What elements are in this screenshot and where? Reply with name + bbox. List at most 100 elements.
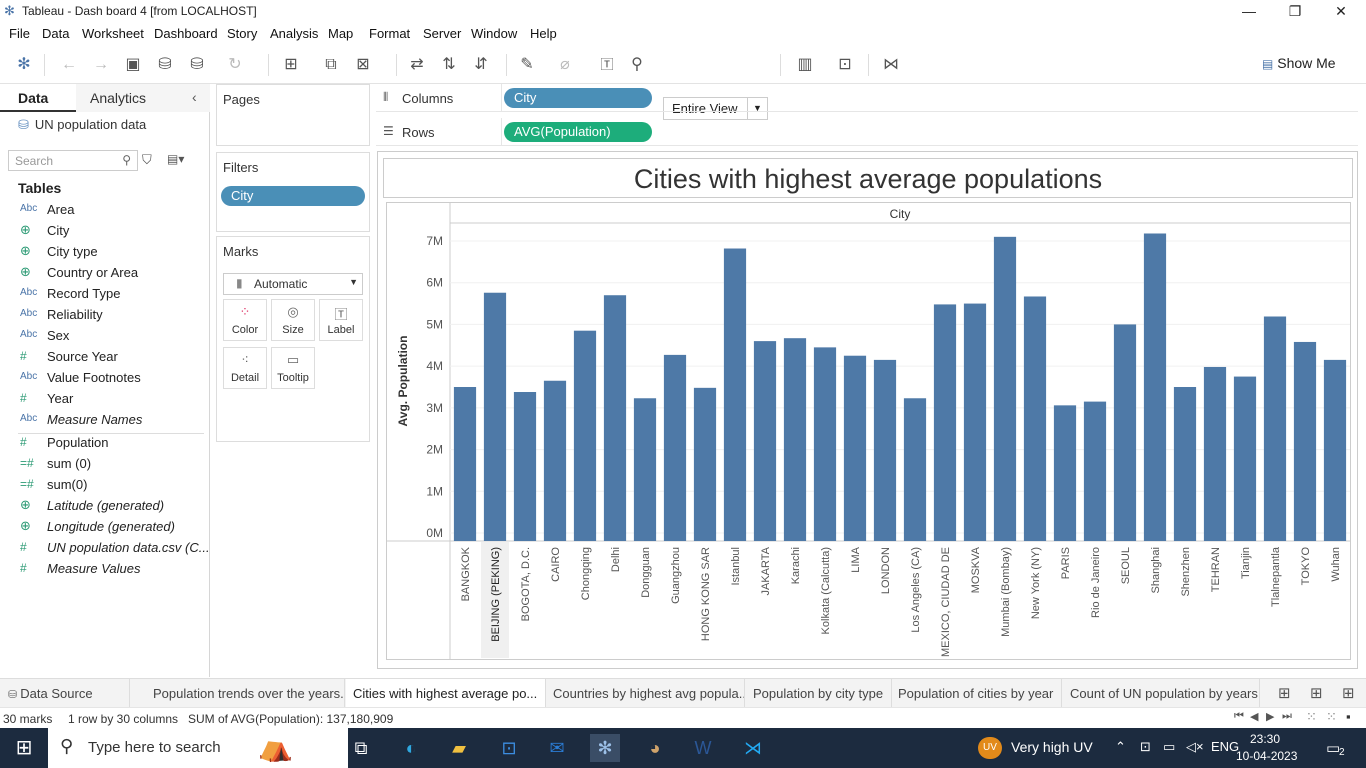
- menu-help[interactable]: Help: [530, 26, 557, 41]
- clock-time[interactable]: 23:30: [1250, 732, 1281, 746]
- marks-size-button[interactable]: ◎ Size: [271, 299, 315, 341]
- windows-start-icon[interactable]: ⊞: [15, 737, 33, 759]
- tab-analytics[interactable]: Analytics: [76, 84, 210, 112]
- collapse-pane-icon[interactable]: ‹: [192, 89, 197, 105]
- network-icon[interactable]: ▭: [1163, 739, 1176, 754]
- redo-icon[interactable]: →: [93, 56, 109, 73]
- view-options-icon[interactable]: ▤▾: [167, 152, 185, 166]
- sort-ascending-icon[interactable]: ⇅: [442, 56, 456, 73]
- sheet-tab[interactable]: Count of UN population by years: [1062, 679, 1260, 707]
- fit-view-select[interactable]: Entire View ▼: [663, 97, 768, 120]
- sort-descending-icon[interactable]: ⇵: [474, 56, 488, 73]
- rows-shelf[interactable]: ☰ Rows AVG(Population): [376, 118, 1358, 146]
- menu-server[interactable]: Server: [423, 26, 462, 41]
- group-members-icon[interactable]: ⌀: [560, 56, 570, 73]
- volume-muted-icon[interactable]: ◁×: [1186, 739, 1204, 754]
- field-item[interactable]: Abc Area: [0, 201, 208, 221]
- paint-icon[interactable]: ◕: [649, 738, 661, 758]
- tableau-taskbar-icon[interactable]: ✻: [590, 734, 620, 762]
- menu-data[interactable]: Data: [42, 26, 70, 41]
- field-item[interactable]: =# sum (0): [0, 455, 208, 475]
- field-item[interactable]: ⊕ Latitude (generated): [0, 497, 208, 517]
- field-item[interactable]: Abc Measure Names: [0, 411, 208, 431]
- file-explorer-icon[interactable]: ▰: [452, 738, 466, 758]
- language-indicator[interactable]: ENG: [1211, 739, 1240, 754]
- minimize-button[interactable]: —: [1242, 3, 1256, 19]
- field-search-input[interactable]: Search ⚲: [8, 150, 138, 171]
- task-view-icon[interactable]: ⧉: [354, 738, 368, 758]
- first-sheet-icon[interactable]: ⏮: [1234, 710, 1244, 722]
- menu-file[interactable]: File: [9, 26, 30, 41]
- duplicate-sheet-icon[interactable]: ⧉: [325, 56, 337, 73]
- clear-sheet-icon[interactable]: ⊠: [356, 56, 370, 73]
- show-labels-icon[interactable]: 🅃: [600, 57, 614, 72]
- show-sheet-sorter-icon[interactable]: ⁙: [1326, 709, 1337, 724]
- notification-icon[interactable]: ▭: [1326, 740, 1341, 757]
- sheet-tab[interactable]: Countries by highest avg popula...: [547, 679, 745, 707]
- pause-updates-icon[interactable]: ⛁: [190, 56, 204, 73]
- field-item[interactable]: ⊕ City type: [0, 243, 208, 263]
- menu-story[interactable]: Story: [227, 26, 258, 41]
- tab-data[interactable]: Data: [0, 84, 76, 112]
- field-item[interactable]: # Year: [0, 390, 208, 410]
- prev-sheet-icon[interactable]: ◀: [1250, 711, 1259, 723]
- marks-label-button[interactable]: 🅃 Label: [319, 299, 363, 341]
- word-icon[interactable]: W: [694, 738, 712, 758]
- sheet-tab[interactable]: Population by city type: [746, 679, 892, 707]
- sheet-tab[interactable]: Population of cities by year: [892, 679, 1062, 707]
- field-item[interactable]: =# sum(0): [0, 476, 208, 496]
- marks-detail-button[interactable]: ⁖ Detail: [223, 347, 267, 389]
- last-sheet-icon[interactable]: ⏭: [1282, 710, 1292, 722]
- tableau-logo-icon[interactable]: ✻: [17, 56, 31, 73]
- field-item[interactable]: ⊕ Longitude (generated): [0, 518, 208, 538]
- maximize-button[interactable]: ❐: [1288, 3, 1302, 19]
- show-hidden-icons-icon[interactable]: ⌃: [1115, 739, 1126, 754]
- fix-axes-icon[interactable]: ⚲: [631, 56, 643, 73]
- next-sheet-icon[interactable]: ▶: [1266, 711, 1275, 723]
- close-button[interactable]: ✕: [1335, 3, 1347, 19]
- menu-format[interactable]: Format: [369, 26, 411, 41]
- show-me-button[interactable]: ▤ Show Me: [1262, 55, 1336, 71]
- sheet-tab[interactable]: Population trends over the years...: [145, 679, 345, 707]
- pages-card[interactable]: Pages: [216, 84, 370, 146]
- weather-text[interactable]: Very high UV: [1011, 739, 1093, 755]
- bar-chart[interactable]: City 0M 1M 2M 3M 4M 5M 6M 7M Avg. Population BANGK…: [386, 202, 1351, 660]
- clock-date[interactable]: 10-04-2023: [1236, 749, 1298, 763]
- data-source-item[interactable]: ⛁ UN population data: [18, 117, 146, 133]
- undo-icon[interactable]: ←: [61, 56, 77, 73]
- new-worksheet-icon[interactable]: ⊞: [284, 56, 298, 73]
- field-item[interactable]: # Measure Values: [0, 560, 208, 580]
- mark-type-select[interactable]: ▮ Automatic ▼: [223, 273, 363, 295]
- field-item[interactable]: Abc Sex: [0, 327, 208, 347]
- filters-card[interactable]: Filters City: [216, 152, 370, 232]
- filter-pill-city[interactable]: City: [221, 186, 365, 206]
- swap-rows-columns-icon[interactable]: ⇄: [410, 56, 424, 73]
- field-item[interactable]: # UN population data.csv (C...: [0, 539, 210, 559]
- columns-pill-city[interactable]: City: [504, 88, 652, 108]
- mail-icon[interactable]: ✉: [549, 738, 565, 758]
- vscode-icon[interactable]: ⋊: [744, 738, 762, 758]
- field-item[interactable]: Abc Reliability: [0, 306, 208, 326]
- chart-title[interactable]: Cities with highest average populations: [383, 158, 1353, 198]
- field-item[interactable]: # Source Year: [0, 348, 208, 368]
- presentation-mode-icon[interactable]: ⊡: [838, 56, 852, 73]
- new-story-icon[interactable]: ⊞: [1342, 685, 1355, 702]
- show-cards-icon[interactable]: ▥: [797, 56, 813, 73]
- new-dashboard-icon[interactable]: ⊞: [1310, 685, 1323, 702]
- save-icon[interactable]: ▣: [125, 56, 141, 73]
- marks-color-button[interactable]: ⁘ Color: [223, 299, 267, 341]
- menu-analysis[interactable]: Analysis: [270, 26, 319, 41]
- filter-fields-icon[interactable]: ⛉: [142, 152, 152, 167]
- menu-worksheet[interactable]: Worksheet: [82, 26, 144, 41]
- new-worksheet-icon[interactable]: ⊞: [1278, 685, 1291, 702]
- highlight-icon[interactable]: ✎: [520, 56, 534, 73]
- columns-shelf[interactable]: ⦀ Columns City: [376, 84, 1358, 112]
- show-tabs-icon[interactable]: ▪: [1346, 709, 1351, 724]
- field-item[interactable]: Abc Value Footnotes: [0, 369, 208, 389]
- marks-tooltip-button[interactable]: ▭ Tooltip: [271, 347, 315, 389]
- field-item[interactable]: ⊕ Country or Area: [0, 264, 208, 284]
- edge-icon[interactable]: ◐: [405, 738, 417, 758]
- store-icon[interactable]: ⊡: [501, 738, 517, 758]
- share-icon[interactable]: ⋈: [883, 56, 899, 73]
- show-filmstrip-icon[interactable]: ⁙: [1306, 709, 1317, 724]
